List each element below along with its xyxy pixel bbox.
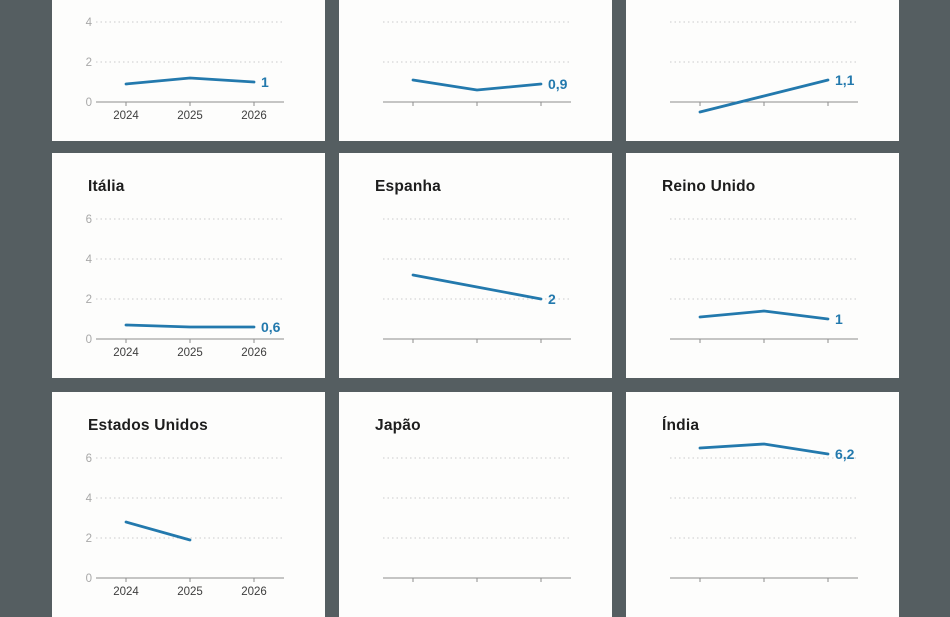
trend-line	[698, 78, 830, 114]
mini-chart: 1	[670, 218, 858, 343]
panel-title: Índia	[662, 417, 700, 434]
mini-chart: 2	[383, 218, 571, 343]
chart-panel-espanha: 2 Espanha	[339, 153, 612, 378]
mini-chart: 02462024202520261	[86, 17, 284, 122]
x-tick-label-2026: 2026	[241, 586, 267, 598]
panel-title: Reino Unido	[662, 178, 756, 195]
x-tick-label-2024: 2024	[113, 110, 139, 122]
y-tick-label-2: 2	[86, 294, 92, 306]
chart-panel-italia: 0 2 4 6 2024 2025 2026 0,6 Itália	[52, 153, 325, 378]
trend-line	[411, 78, 543, 92]
y-tick-label-4: 4	[86, 254, 93, 266]
trend-line	[124, 76, 256, 86]
y-tick-label-0: 0	[86, 97, 92, 109]
y-tick-label-4: 4	[86, 17, 93, 29]
end-value-label: 0,9	[548, 76, 568, 92]
panel-title: Estados Unidos	[88, 417, 208, 434]
chart-panel-estados-unidos: 0 2 4 6 2024 2025 2026 Estados Unidos	[52, 392, 325, 617]
panel-title: Itália	[88, 178, 125, 195]
trend-line	[124, 323, 256, 329]
chart-panel-japao: Japão	[339, 392, 612, 617]
mini-chart: 0,9	[383, 21, 571, 106]
y-tick-label-0: 0	[86, 573, 92, 585]
y-tick-label-0: 0	[86, 334, 92, 346]
x-tick-label-2025: 2025	[177, 347, 203, 359]
y-tick-label-6: 6	[86, 453, 92, 465]
infographic-grid: 02462024202520261 0,9 1,1 02462024202520…	[52, 0, 899, 617]
x-tick-label-2026: 2026	[241, 347, 267, 359]
y-tick-label-2: 2	[86, 533, 92, 545]
end-value-label: 1	[261, 74, 269, 90]
panel-title: Espanha	[375, 178, 442, 195]
chart-panel-reino-unido: 1 Reino Unido	[626, 153, 899, 378]
y-tick-label-2: 2	[86, 57, 92, 69]
chart-panel-top-middle: 0,9	[339, 0, 612, 141]
end-value-label: 1	[835, 311, 843, 327]
x-tick-label-2024: 2024	[113, 347, 139, 359]
y-tick-label-6: 6	[86, 214, 92, 226]
trend-line	[698, 442, 830, 456]
chart-panel-india: 6,2 Índia	[626, 392, 899, 617]
x-tick-label-2024: 2024	[113, 586, 139, 598]
trend-line	[698, 309, 830, 321]
end-value-label: 0,6	[261, 319, 281, 335]
chart-panel-top-left: 02462024202520261	[52, 0, 325, 141]
end-value-label: 2	[548, 291, 556, 307]
mini-chart: 1,1	[670, 21, 858, 114]
end-value-label: 1,1	[835, 72, 855, 88]
end-value-label: 6,2	[835, 446, 855, 462]
y-tick-label-4: 4	[86, 493, 93, 505]
panel-title: Japão	[375, 417, 421, 434]
x-tick-label-2026: 2026	[241, 110, 267, 122]
x-tick-label-2025: 2025	[177, 110, 203, 122]
x-tick-label-2025: 2025	[177, 586, 203, 598]
trend-line	[411, 273, 543, 301]
trend-line	[124, 520, 192, 542]
mini-chart: 0 2 4 6 2024 2025 2026 0,6	[86, 214, 284, 359]
chart-panel-top-right: 1,1	[626, 0, 899, 141]
